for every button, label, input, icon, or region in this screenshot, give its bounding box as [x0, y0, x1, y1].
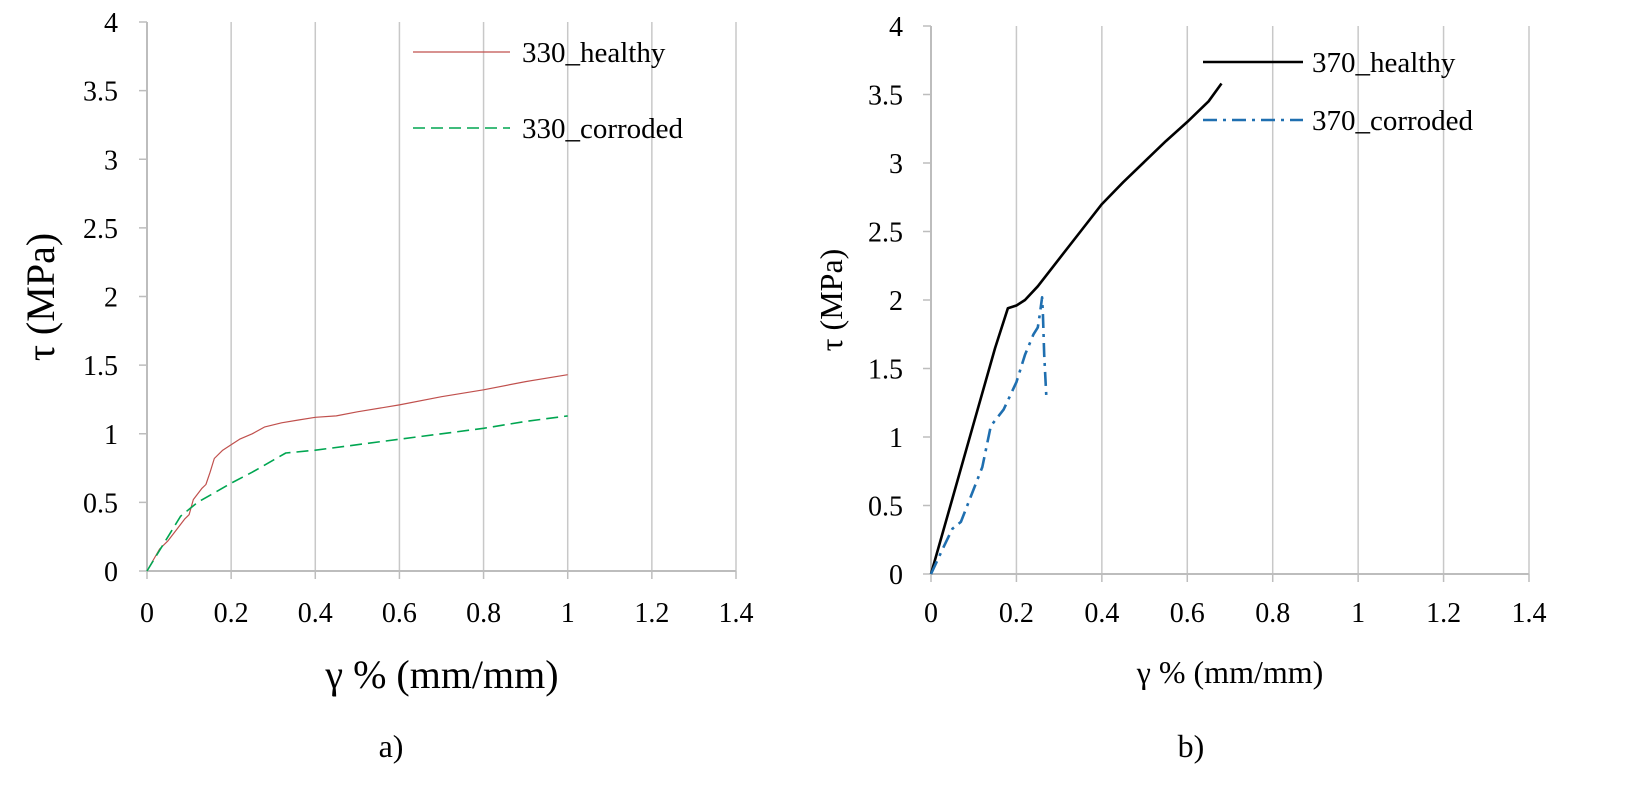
- y-tick-label: 2: [889, 286, 903, 317]
- series-line-370-healthy: [929, 82, 1223, 575]
- y-tick-label: 0: [889, 560, 903, 591]
- x-tick-label: 1.4: [1512, 598, 1547, 629]
- x-tick-label: 1: [561, 598, 575, 629]
- y-tick-label: 3.5: [83, 77, 118, 108]
- y-tick-label: 1: [889, 423, 903, 454]
- panel-b-y-axis-title: τ (MPa): [813, 249, 849, 352]
- x-tick-label: 1: [1351, 598, 1365, 629]
- panel-b-series: [929, 82, 1223, 575]
- panel-a-x-axis-title: γ % (mm/mm): [324, 652, 558, 697]
- panel-a-x-ticks: 0 0.2 0.4 0.6 0.8 1 1.2 1.4: [140, 598, 754, 629]
- panel-b-legend: 370_healthy 370_corroded: [1203, 47, 1474, 137]
- legend-label: 330_healthy: [522, 37, 666, 69]
- panel-a-y-ticks: 0 0.5 1 1.5 2 2.5 3 3.5 4: [83, 8, 118, 588]
- panel-a-grid: [230, 22, 737, 571]
- panel-a-chart: 0 0.2 0.4 0.6 0.8 1 1.2 1.4 0 0.5 1 1.5 2 2.5 3 3.5 4 3…: [18, 8, 754, 764]
- panel-b-grid: [1015, 26, 1530, 574]
- series-line-330-corroded: [146, 415, 568, 572]
- y-tick-label: 0.5: [868, 492, 903, 523]
- legend-label: 370_healthy: [1312, 47, 1456, 79]
- x-tick-label: 0.4: [1084, 598, 1119, 629]
- series-line-330-healthy: [146, 374, 568, 572]
- x-tick-label: 1.4: [719, 598, 754, 629]
- x-tick-label: 1.2: [634, 598, 669, 629]
- x-tick-label: 0.6: [1170, 598, 1205, 629]
- x-tick-label: 0.6: [382, 598, 417, 629]
- x-tick-label: 0: [140, 598, 154, 629]
- series-line-370-corroded: [929, 296, 1048, 575]
- y-tick-label: 3: [889, 149, 903, 180]
- panel-b-chart: 0 0.2 0.4 0.6 0.8 1 1.2 1.4 0 0.5 1 1.5 2 2.5 3 3.5 4 3…: [813, 12, 1547, 764]
- y-tick-label: 2: [104, 283, 118, 314]
- panel-a-series: [146, 374, 568, 572]
- panel-b-frame: [923, 25, 1530, 582]
- panel-a-frame: [139, 21, 737, 579]
- x-tick-label: 0.4: [298, 598, 333, 629]
- x-tick-label: 1.2: [1426, 598, 1461, 629]
- y-tick-label: 0: [104, 557, 118, 588]
- panel-b-x-axis-title: γ % (mm/mm): [1136, 654, 1324, 690]
- y-tick-label: 4: [104, 8, 118, 39]
- x-tick-label: 0.2: [999, 598, 1034, 629]
- panel-a-y-axis-title: τ (MPa): [18, 233, 63, 361]
- y-tick-label: 0.5: [83, 488, 118, 519]
- panel-b-x-ticks: 0 0.2 0.4 0.6 0.8 1 1.2 1.4: [924, 598, 1547, 629]
- y-tick-label: 4: [889, 12, 903, 43]
- y-tick-label: 1.5: [83, 351, 118, 382]
- y-tick-label: 1: [104, 420, 118, 451]
- y-tick-label: 3: [104, 145, 118, 176]
- y-tick-label: 2.5: [83, 214, 118, 245]
- x-tick-label: 0.2: [214, 598, 249, 629]
- panel-a-legend: 330_healthy 330_corroded: [413, 37, 684, 145]
- x-tick-label: 0.8: [1255, 598, 1290, 629]
- y-tick-label: 1.5: [868, 355, 903, 386]
- panel-a-label: a): [379, 728, 404, 764]
- legend-label: 370_corroded: [1312, 105, 1474, 137]
- panel-b-label: b): [1178, 728, 1205, 764]
- y-tick-label: 2.5: [868, 218, 903, 249]
- panel-b-y-ticks: 0 0.5 1 1.5 2 2.5 3 3.5 4: [868, 12, 903, 591]
- legend-label: 330_corroded: [522, 113, 684, 145]
- y-tick-label: 3.5: [868, 81, 903, 112]
- x-tick-label: 0.8: [466, 598, 501, 629]
- x-tick-label: 0: [924, 598, 938, 629]
